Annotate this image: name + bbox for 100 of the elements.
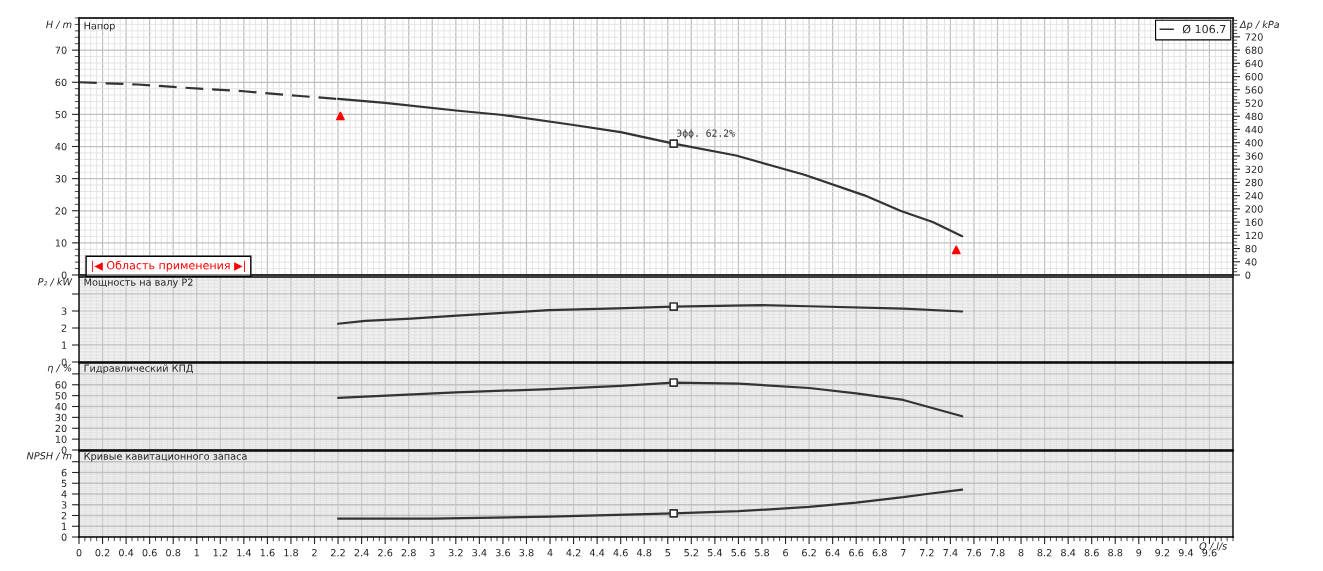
x-tick-label: 8 xyxy=(1018,548,1024,557)
y-tick-label: 10 xyxy=(55,239,67,247)
x-tick-label: 5.6 xyxy=(731,548,746,557)
x-tick-label: 0.6 xyxy=(142,548,157,557)
y2-axis-title: Δp / kPa xyxy=(1239,20,1280,30)
y-tick-label: 60 xyxy=(55,381,67,389)
x-tick-label: 2.8 xyxy=(401,548,416,557)
y2-tick-label: 360 xyxy=(1245,152,1263,160)
x-tick-label: 9.2 xyxy=(1155,548,1170,557)
y-tick-label: 10 xyxy=(55,435,67,443)
legend-label: Ø 106.7 xyxy=(1182,24,1226,34)
x-tick-label: 9 xyxy=(1136,548,1142,557)
y-tick-label: 30 xyxy=(55,175,67,183)
y-tick-label: 5 xyxy=(61,479,67,488)
x-tick-label: 4.4 xyxy=(589,549,605,557)
x-tick-label: 3.6 xyxy=(495,548,511,557)
y2-tick-label: 120 xyxy=(1245,231,1263,240)
y-tick-label: 20 xyxy=(55,207,67,215)
x-tick-label: 0.8 xyxy=(166,548,181,557)
y2-tick-label: 440 xyxy=(1245,125,1263,134)
y2-tick-label: 160 xyxy=(1245,218,1263,226)
x-tick-label: 0.4 xyxy=(119,548,134,557)
x-tick-label: 2.4 xyxy=(354,548,369,557)
x-tick-label: 2.6 xyxy=(378,548,393,557)
y-tick-label: 50 xyxy=(55,110,67,119)
y-tick-label: 0 xyxy=(61,533,67,541)
y2-tick-label: 80 xyxy=(1245,245,1257,253)
x-tick-label: 5.2 xyxy=(684,548,699,557)
x-tick-label: 0.2 xyxy=(95,548,110,557)
y2-tick-label: 520 xyxy=(1245,99,1263,107)
x-tick-label: 6.6 xyxy=(849,548,864,557)
y-tick-label: 60 xyxy=(55,78,67,87)
y-tick-label: 4 xyxy=(61,490,67,498)
x-tick-label: 9.4 xyxy=(1178,548,1194,557)
x-axis-title: Q / l/s xyxy=(1199,542,1228,551)
x-tick-label: 8.4 xyxy=(1061,548,1076,557)
y2-tick-label: 0 xyxy=(1245,271,1251,279)
y2-tick-label: 560 xyxy=(1245,86,1263,94)
y-tick-label: 2 xyxy=(61,324,67,332)
y2-tick-label: 320 xyxy=(1245,165,1263,173)
x-tick-label: 5.8 xyxy=(755,548,770,557)
y2-tick-label: 720 xyxy=(1245,33,1263,41)
chart-title: Напор xyxy=(84,22,115,32)
y-tick-label: 3 xyxy=(61,307,67,315)
y-axis-title: η / % xyxy=(47,364,72,374)
annotation: |◀ Область применения ▶| xyxy=(91,260,245,272)
chart-title: Гидравлический КПД xyxy=(84,364,193,374)
x-tick-label: 9.6 xyxy=(1202,548,1217,557)
y2-tick-label: 480 xyxy=(1245,112,1263,121)
x-tick-label: 5 xyxy=(665,549,671,557)
y-tick-label: 2 xyxy=(61,511,67,520)
y2-tick-label: 640 xyxy=(1245,59,1263,68)
x-tick-label: 1.6 xyxy=(260,548,275,557)
x-tick-label: 1.8 xyxy=(284,548,299,557)
y2-tick-label: 280 xyxy=(1245,178,1263,187)
y-tick-label: 40 xyxy=(55,402,67,411)
x-tick-label: 2 xyxy=(312,548,317,557)
x-tick-label: 3.8 xyxy=(519,548,534,557)
y-tick-label: 6 xyxy=(61,468,67,477)
x-tick-label: 1 xyxy=(194,549,199,557)
x-tick-label: 8.2 xyxy=(1037,548,1052,557)
y-tick-label: 70 xyxy=(55,46,67,54)
x-tick-label: 7.2 xyxy=(919,548,934,557)
x-tick-label: 3 xyxy=(429,548,435,557)
y-axis-title: H / m xyxy=(46,20,72,29)
x-tick-label: 7.8 xyxy=(990,548,1005,557)
x-tick-label: 4.8 xyxy=(636,548,652,557)
x-tick-label: 2.2 xyxy=(331,548,345,557)
x-tick-label: 3.4 xyxy=(472,548,487,557)
x-tick-label: 5.4 xyxy=(707,549,723,557)
y-tick-label: 40 xyxy=(55,142,67,151)
y2-tick-label: 600 xyxy=(1245,73,1263,81)
x-tick-label: 4 xyxy=(547,549,553,557)
x-tick-label: 7.6 xyxy=(967,548,982,557)
chart-title: Мощность на валу P2 xyxy=(84,278,193,288)
x-tick-label: 1.4 xyxy=(237,549,252,557)
x-tick-label: 6.8 xyxy=(872,548,887,557)
y-tick-label: 0 xyxy=(61,358,67,366)
y2-tick-label: 240 xyxy=(1245,192,1263,200)
x-tick-label: 6.4 xyxy=(825,548,840,557)
x-tick-label: 1.2 xyxy=(213,548,228,557)
x-tick-label: 4.6 xyxy=(613,548,628,557)
x-tick-label: 8.6 xyxy=(1084,548,1099,557)
chart-title: Кривые кавитационного запаса xyxy=(84,452,247,462)
y2-tick-label: 400 xyxy=(1245,139,1263,147)
y2-tick-label: 40 xyxy=(1245,258,1257,266)
y2-tick-label: 200 xyxy=(1245,205,1263,213)
x-tick-label: 6.2 xyxy=(802,548,816,557)
y-tick-label: 0 xyxy=(61,446,67,454)
y-tick-label: 1 xyxy=(62,341,67,349)
x-tick-label: 3.2 xyxy=(448,548,463,557)
y-tick-label: 0 xyxy=(61,271,67,279)
annotation: Эфф. 62.2% xyxy=(677,129,735,139)
x-tick-label: 4.2 xyxy=(566,548,581,557)
x-tick-label: 6 xyxy=(783,548,789,557)
x-tick-label: 0 xyxy=(76,548,82,557)
x-tick-label: 7 xyxy=(900,549,906,557)
y-tick-label: 50 xyxy=(55,392,67,400)
y-tick-label: 20 xyxy=(55,424,67,433)
y-tick-label: 3 xyxy=(61,501,67,509)
